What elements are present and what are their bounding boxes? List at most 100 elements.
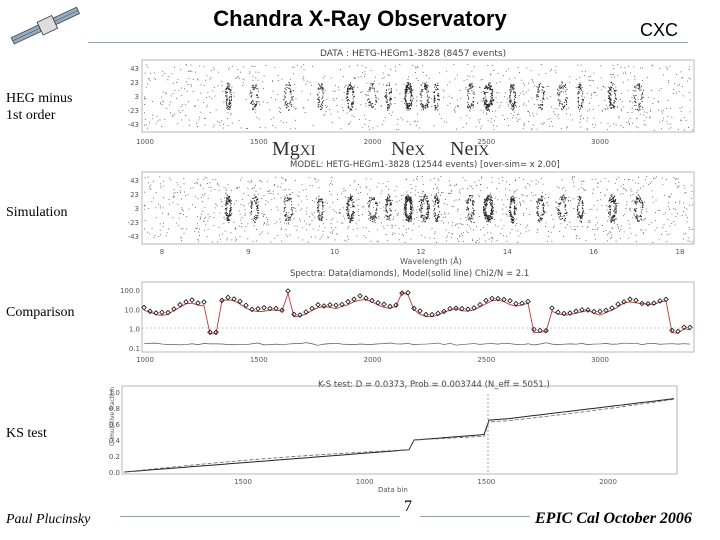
event-dot: [229, 219, 231, 221]
event-dot: [409, 91, 411, 93]
event-dot: [229, 211, 231, 213]
event-dot: [636, 214, 638, 216]
event-dot: [347, 102, 349, 104]
event-dot: [160, 234, 162, 236]
event-dot: [469, 185, 471, 187]
event-dot: [389, 98, 391, 100]
event-dot: [610, 219, 612, 221]
event-dot: [405, 91, 407, 93]
event-dot: [306, 229, 307, 231]
event-dot: [154, 235, 156, 236]
event-dot: [546, 201, 548, 203]
event-dot: [405, 88, 407, 90]
event-dot: [144, 205, 145, 207]
event-dot: [200, 197, 202, 199]
event-dot: [634, 96, 636, 98]
event-dot: [679, 107, 681, 109]
event-dot: [588, 79, 590, 81]
event-dot: [436, 241, 437, 243]
event-dot: [174, 113, 176, 115]
event-dot: [613, 216, 615, 218]
event-dot: [668, 82, 670, 84]
event-dot: [201, 213, 203, 215]
event-dot: [466, 202, 468, 204]
event-dot: [611, 86, 613, 88]
event-dot: [369, 90, 371, 92]
event-dot: [238, 119, 240, 121]
event-dot: [580, 196, 582, 198]
event-dot: [489, 84, 491, 86]
event-dot: [561, 109, 563, 111]
event-dot: [422, 183, 424, 185]
event-dot: [486, 106, 488, 108]
event-dot: [597, 87, 599, 89]
event-dot: [575, 238, 577, 240]
event-dot: [199, 228, 200, 230]
event-dot: [483, 103, 485, 105]
event-dot: [621, 225, 623, 227]
event-dot: [388, 194, 390, 196]
event-dot: [185, 104, 187, 106]
event-dot: [505, 92, 507, 94]
event-dot: [255, 105, 257, 107]
event-dot: [512, 222, 514, 224]
event-dot: [456, 74, 458, 76]
event-dot: [182, 110, 184, 111]
event-dot: [235, 239, 237, 241]
event-dot: [368, 210, 370, 212]
event-dot: [341, 222, 343, 224]
event-dot: [484, 86, 486, 88]
event-dot: [609, 102, 611, 104]
event-dot: [200, 111, 202, 113]
event-dot: [519, 71, 520, 73]
event-dot: [321, 105, 323, 107]
event-dot: [542, 123, 544, 125]
event-dot: [459, 236, 461, 238]
event-dot: [485, 216, 487, 218]
event-dot: [489, 217, 491, 219]
event-dot: [319, 219, 321, 221]
event-dot: [372, 103, 374, 105]
event-dot: [538, 90, 540, 92]
event-dot: [420, 216, 422, 218]
event-dot: [629, 208, 631, 210]
event-dot: [381, 190, 383, 192]
event-dot: [433, 95, 435, 97]
event-dot: [661, 233, 662, 235]
event-dot: [617, 64, 619, 66]
event-dot: [351, 104, 353, 106]
event-dot: [492, 88, 494, 90]
event-dot: [317, 218, 319, 220]
event-dot: [491, 91, 493, 93]
event-dot: [171, 73, 173, 75]
event-dot: [419, 209, 421, 211]
event-dot: [612, 198, 614, 200]
cxc-logo: CXC: [640, 20, 679, 40]
event-dot: [425, 88, 427, 90]
event-dot: [226, 91, 228, 93]
event-dot: [564, 220, 566, 222]
event-dot: [640, 218, 642, 220]
event-dot: [507, 210, 509, 212]
event-dot: [566, 126, 568, 128]
event-dot: [414, 72, 416, 73]
event-dot: [512, 109, 514, 111]
event-dot: [561, 197, 563, 199]
event-dot: [290, 219, 292, 221]
event-dot: [351, 115, 353, 117]
event-dot: [434, 106, 436, 108]
event-dot: [611, 228, 613, 230]
event-dot: [484, 96, 486, 98]
event-dot: [578, 211, 580, 213]
event-dot: [289, 104, 291, 106]
event-dot: [445, 216, 446, 218]
event-dot: [492, 213, 494, 215]
event-dot: [540, 100, 542, 101]
event-dot: [542, 98, 544, 100]
event-dot: [616, 178, 618, 180]
event-dot: [579, 82, 581, 84]
event-dot: [251, 211, 253, 213]
event-dot: [348, 204, 350, 206]
event-dot: [468, 88, 470, 90]
event-dot: [251, 204, 253, 206]
